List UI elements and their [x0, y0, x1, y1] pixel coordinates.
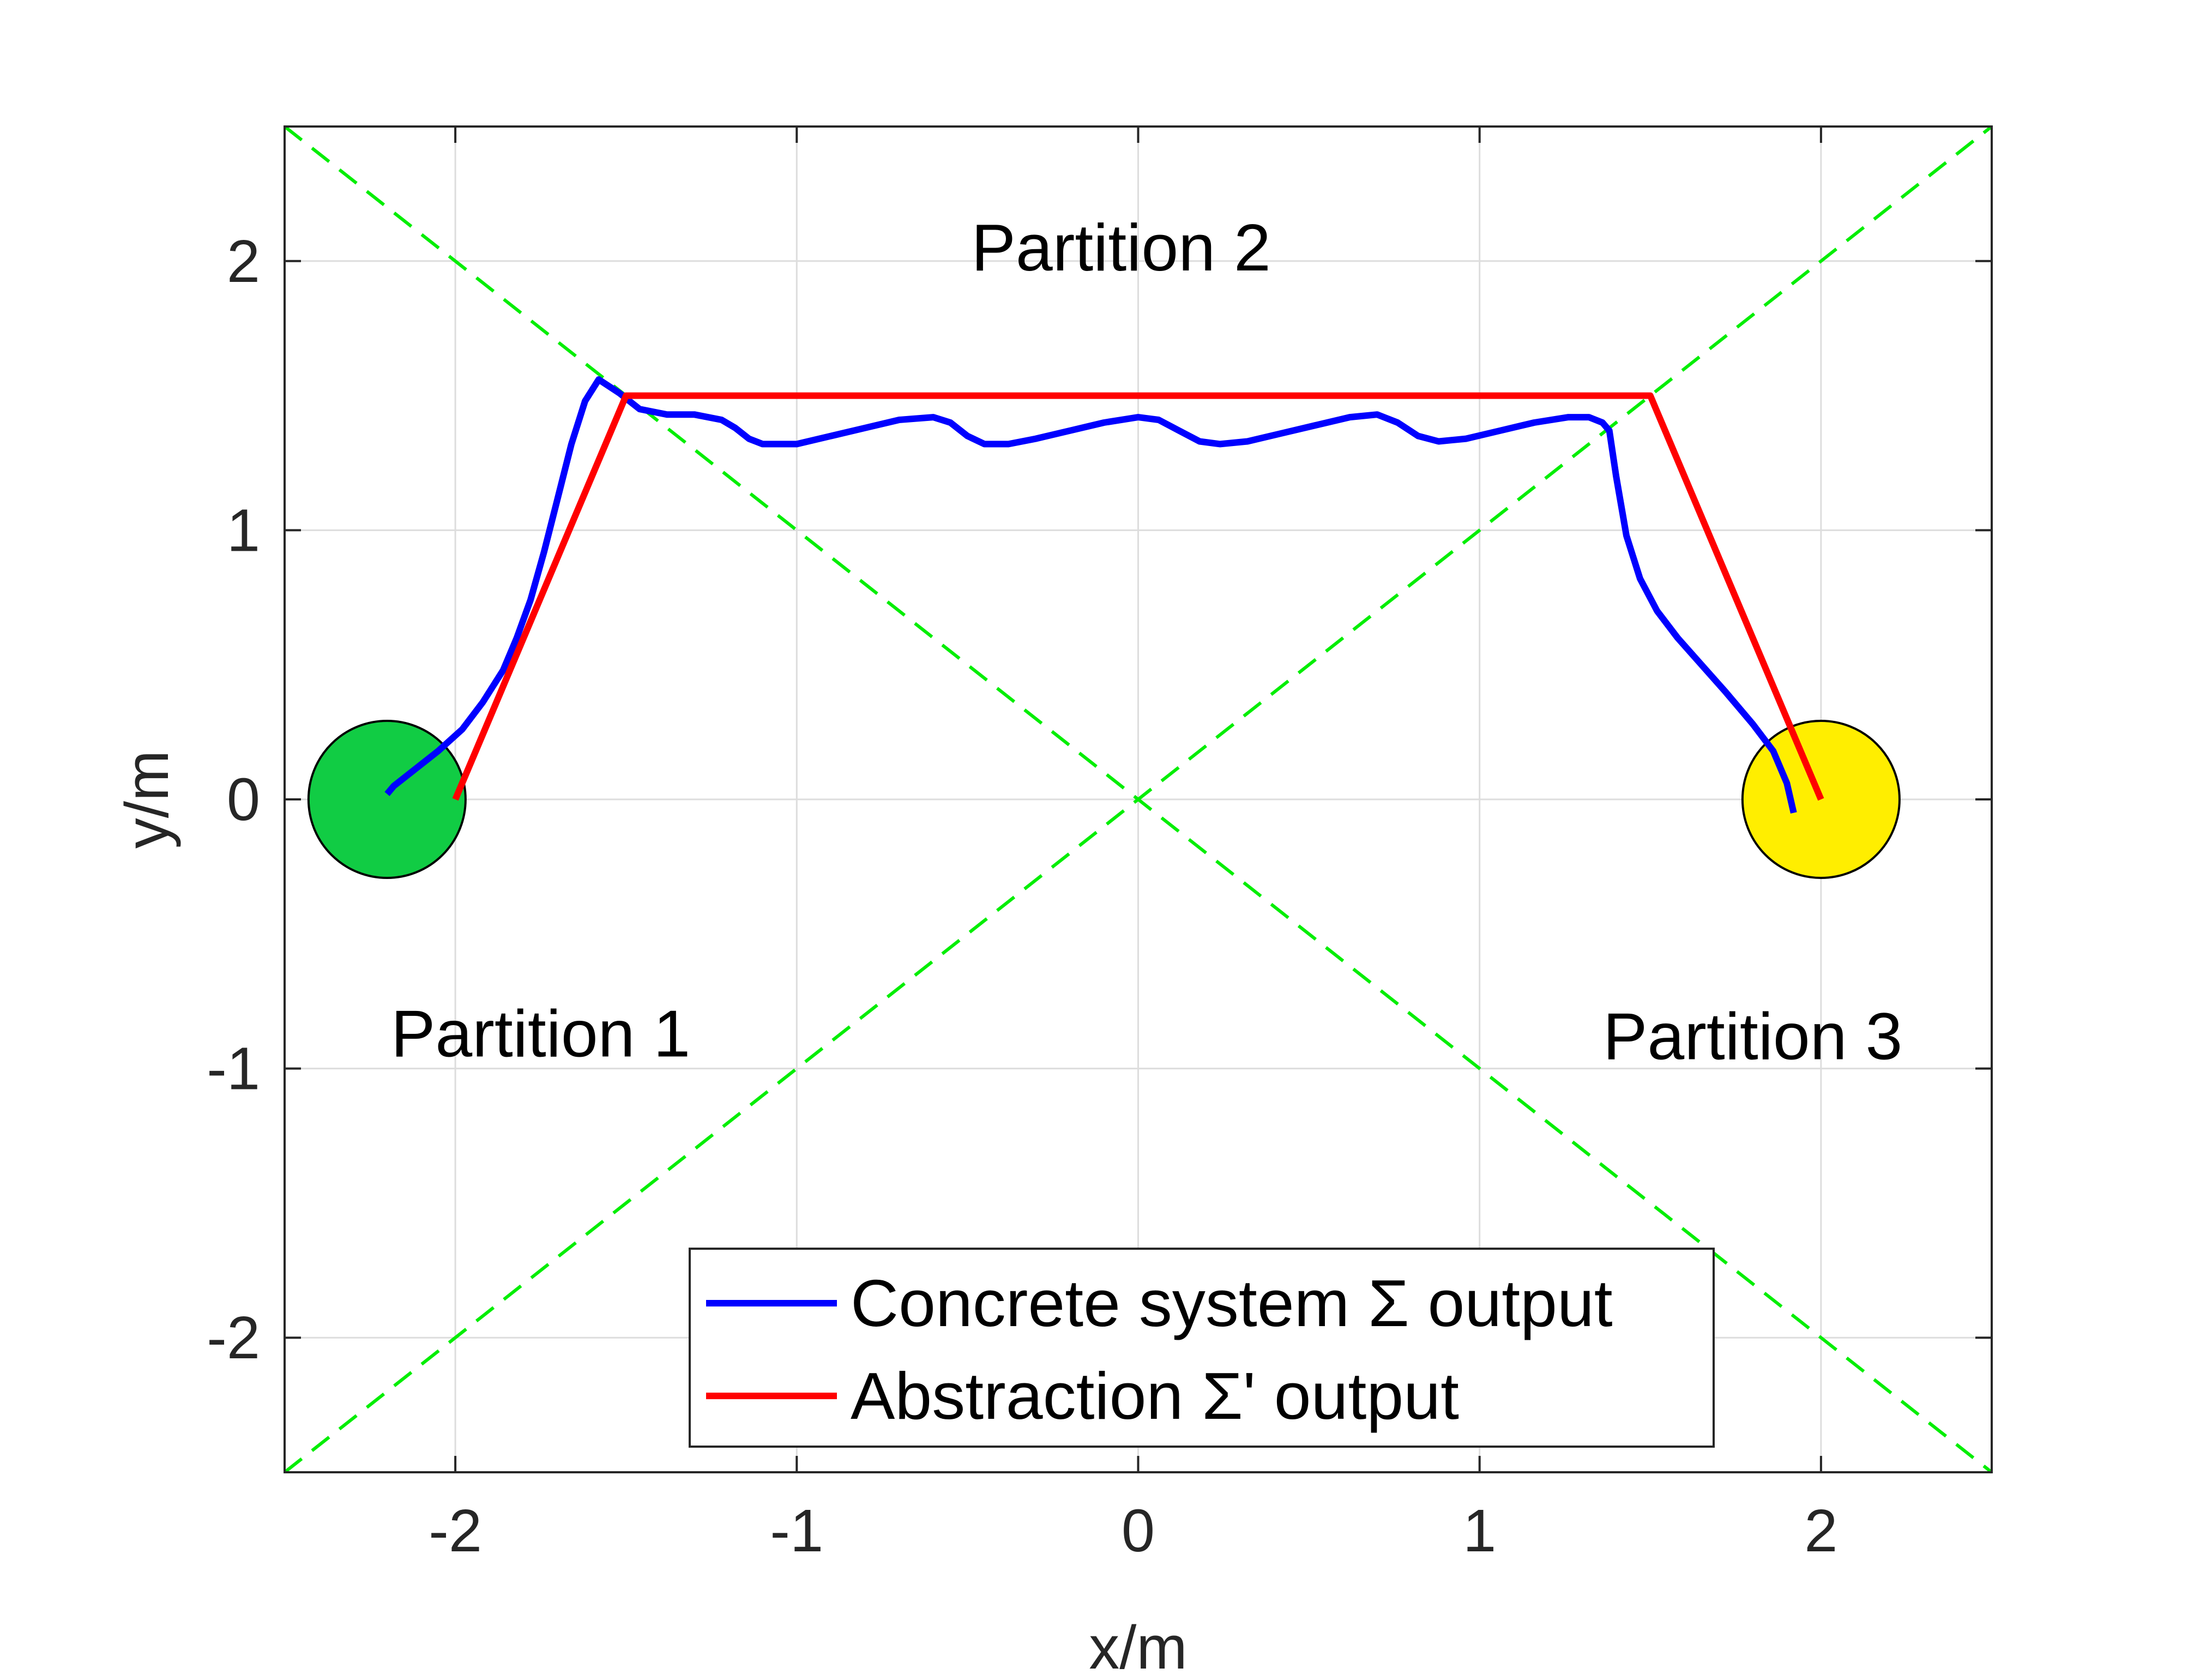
- annotations: Partition 2 Partition 1 Partition 3: [391, 210, 1902, 1073]
- partition-label-1: Partition 2: [972, 210, 1271, 285]
- partition-label-3: Partition 3: [1603, 999, 1902, 1073]
- series-line-0: [384, 376, 1797, 814]
- legend-entry-abstraction: Abstraction Σ' output: [851, 1359, 1459, 1433]
- x-tick-label-1: -1: [770, 1497, 823, 1564]
- legend: Concrete system Σ output Abstraction Σ' …: [689, 1248, 1715, 1448]
- y-tick-label-0: -2: [207, 1304, 260, 1371]
- y-axis-label: y/m: [113, 750, 181, 848]
- legend-box: [689, 1248, 1715, 1448]
- partition-line-1: [284, 125, 1993, 1474]
- y-tick-label-2: 0: [227, 766, 260, 833]
- x-axis-label: x/m: [1089, 1613, 1187, 1680]
- y-tick-label-4: 2: [227, 228, 260, 295]
- x-tick-label-0: -2: [429, 1497, 482, 1564]
- partition-label-2: Partition 1: [391, 996, 690, 1070]
- x-tick-label-2: 0: [1122, 1497, 1155, 1564]
- series-line-1: [452, 392, 1824, 801]
- series-lines: [384, 376, 1824, 814]
- y-tick-label-3: 1: [227, 497, 260, 564]
- x-tick-label-4: 2: [1804, 1497, 1837, 1564]
- partition-lines: [284, 125, 1993, 1474]
- ticks: -2 -1 0 1 2 -2 -1 0 1 2: [207, 127, 1992, 1564]
- y-tick-label-1: -1: [207, 1035, 260, 1103]
- legend-entry-concrete: Concrete system Σ output: [851, 1266, 1613, 1340]
- x-tick-label-3: 1: [1463, 1497, 1496, 1564]
